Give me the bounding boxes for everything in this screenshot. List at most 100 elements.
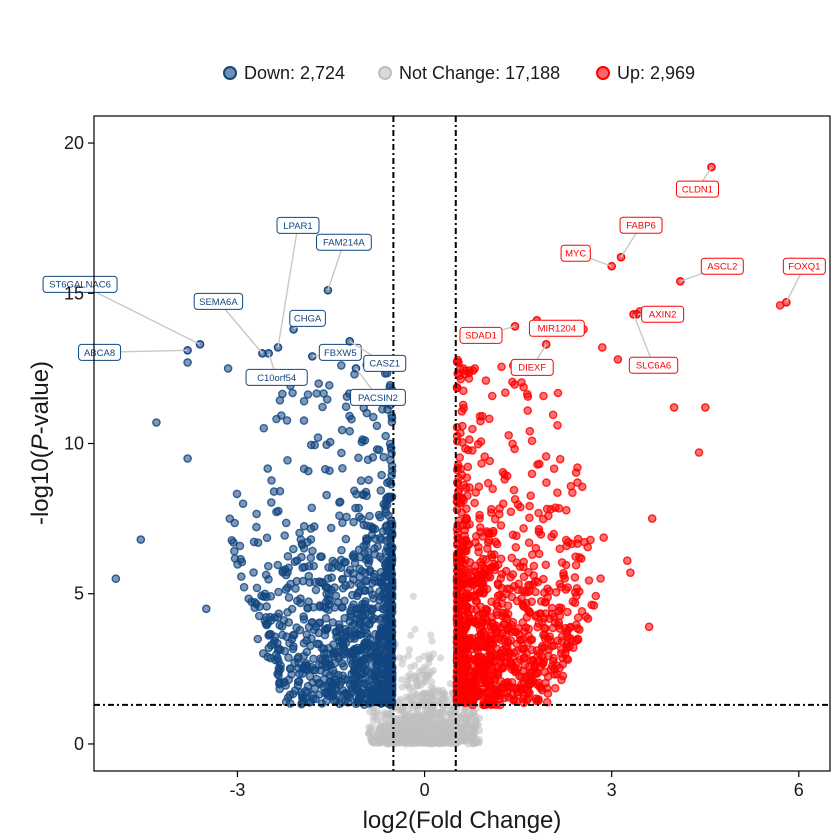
up-point [497, 599, 507, 608]
up-point [493, 661, 502, 671]
down-point [380, 501, 390, 511]
up-point [540, 588, 549, 598]
legend-label: Not Change: 17,188 [399, 63, 560, 83]
not-change-point [381, 728, 389, 736]
up-point [487, 597, 496, 607]
up-point [465, 483, 474, 492]
not-change-point [406, 733, 414, 741]
not-change-point [368, 738, 376, 746]
down-outlier-point [111, 574, 121, 584]
down-point [359, 489, 368, 499]
down-point [253, 634, 263, 644]
not-change-point [467, 730, 475, 738]
not-change-point [401, 727, 409, 735]
not-change-point [399, 734, 407, 743]
up-point [500, 388, 510, 398]
up-point [571, 636, 581, 646]
up-point [553, 388, 563, 398]
down-point [365, 511, 374, 521]
up-point [462, 473, 472, 483]
down-point [383, 655, 392, 664]
not-change-point [402, 710, 410, 719]
not-change-point [412, 727, 420, 735]
down-point [376, 697, 386, 706]
not-change-point [470, 709, 478, 718]
not-change-point [398, 683, 406, 691]
down-point [318, 402, 327, 412]
not-change-point [467, 735, 475, 743]
down-point [266, 498, 276, 507]
down-point [376, 486, 386, 495]
not-change-point [382, 729, 390, 738]
down-point [295, 528, 304, 538]
gene-label-text: CASZ1 [369, 359, 400, 370]
up-point [538, 514, 548, 524]
up-point [522, 649, 532, 658]
gene-label-text: ABCA8 [84, 348, 115, 359]
not-change-point [445, 738, 453, 746]
up-point [460, 575, 469, 585]
up-point [464, 368, 474, 378]
gene-label-myc: MYC [560, 244, 616, 271]
not-change-point [385, 725, 393, 733]
gene-labels: ABCA8ST6GALNAC6SEMA6ALPAR1C10orf54CHGAFB… [42, 162, 826, 406]
not-change-point [411, 661, 419, 669]
down-point [323, 691, 333, 700]
up-point [571, 468, 581, 477]
not-change-point [398, 723, 406, 731]
down-point [319, 389, 328, 398]
up-point [596, 574, 605, 583]
up-point [482, 555, 491, 564]
up-point [583, 614, 593, 623]
up-point [530, 669, 540, 679]
up-point [523, 392, 533, 401]
up-point [523, 406, 533, 415]
not-change-point [422, 665, 431, 673]
down-point [321, 604, 331, 613]
down-point [303, 466, 313, 476]
up-point [454, 616, 464, 625]
up-point [474, 482, 484, 492]
not-change-point [404, 734, 412, 742]
up-point [547, 641, 557, 651]
not-change-point [430, 738, 438, 747]
down-point [381, 547, 391, 556]
down-point [287, 604, 297, 614]
up-point [538, 651, 547, 661]
up-point [517, 594, 526, 603]
up-point [541, 452, 551, 461]
not-change-point [407, 631, 415, 639]
down-point [338, 583, 348, 593]
not-change-point [375, 731, 383, 739]
down-point [354, 453, 363, 463]
y-axis: 0 5 10 15 20 [64, 133, 94, 754]
not-change-point [409, 683, 417, 691]
up-outlier-point [623, 556, 632, 566]
down-point [346, 634, 355, 643]
up-point [502, 681, 512, 691]
not-change-point [410, 731, 419, 739]
down-point [299, 521, 309, 531]
down-point [294, 658, 304, 668]
y-tick-label: 0 [74, 734, 84, 754]
not-change-point [406, 692, 414, 700]
up-point [487, 391, 497, 401]
gene-label-text: PACSIN2 [358, 393, 398, 404]
down-point [280, 646, 290, 656]
not-change-point [457, 730, 465, 739]
down-point [306, 553, 316, 563]
down-point [259, 423, 269, 433]
down-point [336, 361, 346, 370]
down-point [323, 574, 333, 583]
up-point [571, 560, 581, 570]
down-point [347, 669, 357, 679]
up-point [550, 683, 560, 693]
not-change-point [389, 725, 397, 733]
up-point [524, 624, 534, 634]
not-change-point [441, 733, 449, 741]
not-change-point [419, 734, 427, 742]
up-point [470, 498, 479, 508]
down-point [232, 489, 242, 499]
not-change-point [437, 654, 445, 662]
